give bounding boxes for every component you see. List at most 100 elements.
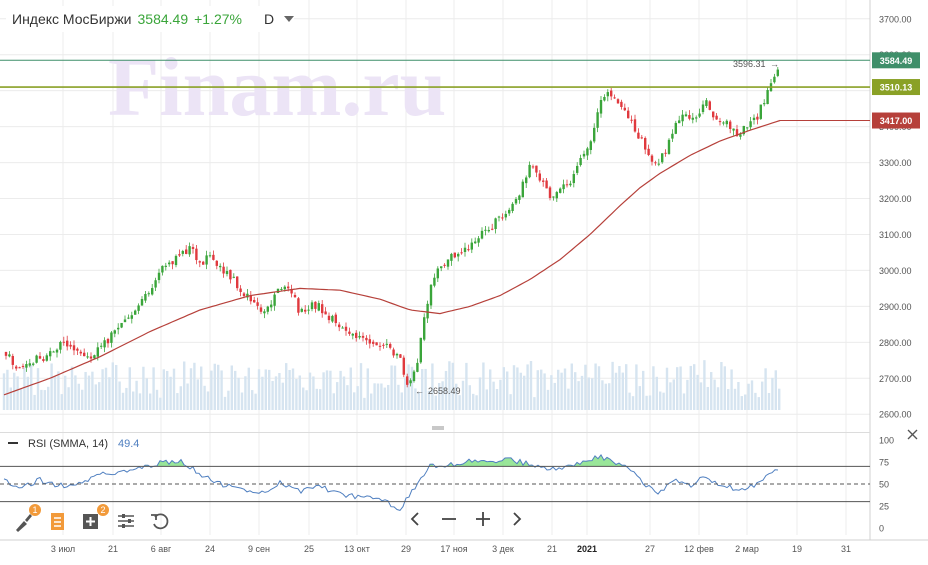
notes-tool[interactable] — [46, 509, 70, 533]
candle[interactable] — [246, 289, 249, 301]
candle[interactable] — [531, 164, 535, 169]
candle[interactable] — [229, 269, 232, 284]
candle[interactable] — [365, 335, 368, 345]
candle[interactable] — [310, 300, 314, 312]
candle[interactable] — [572, 170, 575, 188]
candle[interactable] — [253, 296, 256, 303]
candle[interactable] — [756, 113, 759, 125]
candle[interactable] — [440, 266, 443, 272]
candle[interactable] — [188, 242, 191, 257]
add-indicator-tool[interactable]: 2 — [80, 504, 109, 533]
candle[interactable] — [514, 197, 518, 205]
candle[interactable] — [463, 242, 467, 257]
candle[interactable] — [613, 94, 616, 99]
candle[interactable] — [623, 103, 626, 112]
candle[interactable] — [657, 158, 660, 167]
candle[interactable] — [742, 125, 745, 136]
candle[interactable] — [627, 107, 630, 119]
candle[interactable] — [123, 315, 127, 323]
candle[interactable] — [620, 99, 623, 110]
candle[interactable] — [484, 226, 487, 236]
candle[interactable] — [11, 353, 14, 370]
settings-tool[interactable] — [114, 509, 138, 533]
candle[interactable] — [25, 360, 28, 372]
candle[interactable] — [474, 237, 477, 244]
candle[interactable] — [586, 146, 589, 160]
candle[interactable] — [718, 117, 722, 126]
candle[interactable] — [633, 114, 637, 133]
candle[interactable] — [654, 160, 657, 166]
candle[interactable] — [766, 87, 769, 105]
candle[interactable] — [317, 300, 320, 312]
candle[interactable] — [79, 349, 82, 356]
candle[interactable] — [443, 263, 446, 268]
candle[interactable] — [691, 112, 694, 124]
candle[interactable] — [647, 144, 650, 157]
candle[interactable] — [100, 342, 103, 350]
candle[interactable] — [358, 331, 361, 340]
brush-tool[interactable]: 1 — [12, 504, 41, 533]
candle[interactable] — [688, 110, 691, 121]
candle[interactable] — [52, 350, 55, 353]
candle[interactable] — [72, 340, 76, 356]
candle[interactable] — [130, 311, 133, 324]
candle[interactable] — [773, 73, 776, 84]
candle[interactable] — [453, 252, 456, 259]
instrument-name[interactable]: Индекс МосБиржи — [12, 11, 132, 27]
zoom-in-icon[interactable] — [473, 507, 493, 531]
candle[interactable] — [708, 100, 711, 111]
candle[interactable] — [304, 305, 307, 314]
candle[interactable] — [749, 116, 752, 130]
candle[interactable] — [395, 352, 399, 359]
candle[interactable] — [661, 153, 664, 164]
candle[interactable] — [446, 259, 450, 270]
candle[interactable] — [307, 305, 310, 315]
candle[interactable] — [548, 185, 552, 201]
candle[interactable] — [62, 336, 65, 346]
candle[interactable] — [684, 111, 688, 117]
candle[interactable] — [205, 250, 208, 270]
candle[interactable] — [55, 348, 59, 358]
candle[interactable] — [38, 352, 42, 360]
candle[interactable] — [181, 249, 184, 257]
candle[interactable] — [491, 223, 494, 231]
candle[interactable] — [314, 301, 317, 313]
candle[interactable] — [406, 373, 409, 388]
candle[interactable] — [759, 104, 762, 120]
candle[interactable] — [185, 245, 188, 255]
candle[interactable] — [8, 351, 11, 358]
candle[interactable] — [402, 355, 405, 378]
candle[interactable] — [542, 178, 545, 187]
candle[interactable] — [120, 322, 123, 329]
candle[interactable] — [555, 190, 558, 202]
candle[interactable] — [334, 312, 337, 327]
candle[interactable] — [198, 260, 201, 268]
zoom-out-icon[interactable] — [439, 507, 459, 531]
candle[interactable] — [113, 329, 116, 338]
candle[interactable] — [212, 250, 215, 261]
candle[interactable] — [59, 340, 62, 354]
candle[interactable] — [385, 339, 388, 349]
reset-tool[interactable] — [148, 509, 172, 533]
candle[interactable] — [321, 300, 324, 318]
candle[interactable] — [392, 347, 395, 358]
candle[interactable] — [293, 292, 297, 298]
candle[interactable] — [705, 98, 708, 108]
candle[interactable] — [423, 313, 426, 342]
candle[interactable] — [164, 262, 167, 271]
candle[interactable] — [151, 283, 154, 296]
candle[interactable] — [382, 343, 385, 349]
candle[interactable] — [433, 273, 436, 288]
candle[interactable] — [511, 202, 514, 214]
candle[interactable] — [501, 213, 504, 221]
candle[interactable] — [147, 291, 150, 297]
candle[interactable] — [460, 248, 463, 255]
candle[interactable] — [569, 180, 572, 187]
candle[interactable] — [300, 307, 303, 313]
candle[interactable] — [698, 108, 701, 118]
scroll-left-icon[interactable] — [405, 507, 425, 531]
candle[interactable] — [219, 263, 222, 272]
candle[interactable] — [18, 366, 21, 369]
candle[interactable] — [487, 226, 490, 233]
candle[interactable] — [178, 249, 181, 258]
